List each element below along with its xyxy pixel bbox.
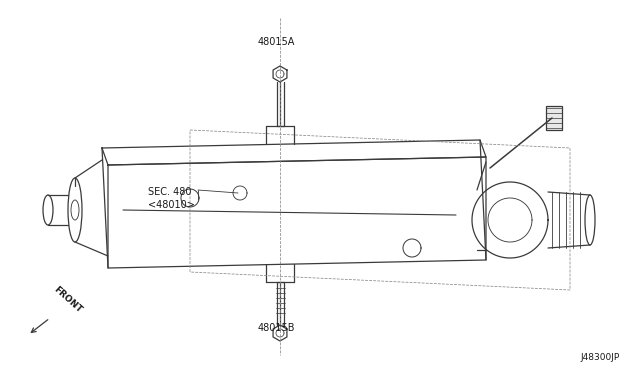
Text: 48015A: 48015A	[258, 37, 296, 47]
Text: J48300JP: J48300JP	[580, 353, 620, 362]
Text: FRONT: FRONT	[52, 285, 84, 315]
Text: SEC. 480: SEC. 480	[148, 187, 191, 197]
Text: 48015B: 48015B	[258, 323, 296, 333]
Bar	[546, 106, 562, 130]
Text: <48010>: <48010>	[148, 200, 195, 210]
